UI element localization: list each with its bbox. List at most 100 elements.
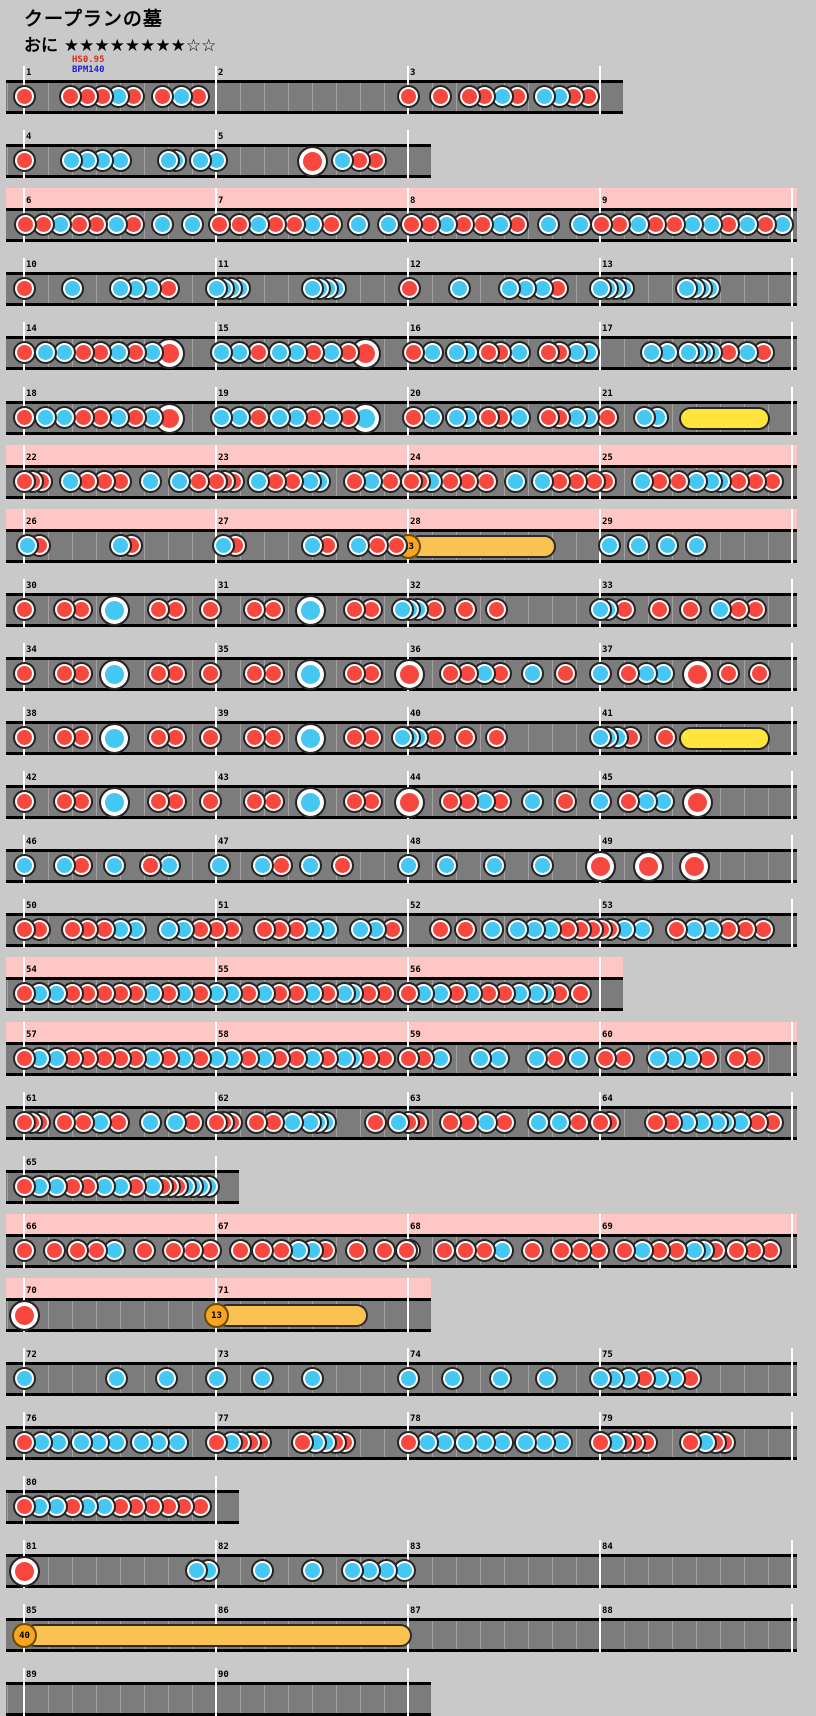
big-ka-note <box>99 723 130 754</box>
don-note <box>364 1111 387 1134</box>
measure-line <box>791 445 793 499</box>
measure-line <box>791 1092 793 1140</box>
don-note <box>13 790 36 813</box>
don-note <box>590 213 613 236</box>
ka-note <box>391 726 414 749</box>
measure-number: 6 <box>26 196 32 206</box>
ka-note <box>301 1559 324 1582</box>
measure-number: 32 <box>410 581 421 591</box>
ka-note <box>448 277 471 300</box>
ka-note <box>301 277 324 300</box>
don-note <box>485 726 508 749</box>
don-note <box>725 1239 748 1262</box>
gogo-time-band <box>6 188 797 208</box>
ka-note <box>631 470 654 493</box>
ka-note <box>210 406 233 429</box>
don-note <box>151 85 174 108</box>
don-note <box>13 982 36 1005</box>
ka-note <box>531 854 554 877</box>
big-ka-note <box>295 595 326 626</box>
don-note <box>343 598 366 621</box>
ka-note <box>61 277 84 300</box>
measure-number: 90 <box>218 1670 229 1680</box>
don-note <box>133 1239 156 1262</box>
measure-number: 71 <box>218 1286 229 1296</box>
ka-note <box>391 598 414 621</box>
measure-number: 84 <box>602 1542 613 1552</box>
don-note <box>537 341 560 364</box>
ka-note <box>349 918 372 941</box>
ka-note <box>441 1367 464 1390</box>
ka-note <box>151 213 174 236</box>
ka-note <box>387 1111 410 1134</box>
don-note <box>243 662 266 685</box>
don-note <box>454 918 477 941</box>
don-note <box>13 341 36 364</box>
measure-number: 10 <box>26 260 37 270</box>
measure-number: 88 <box>602 1606 613 1616</box>
measure-number: 42 <box>26 773 37 783</box>
ka-note <box>268 406 291 429</box>
don-note <box>162 1239 185 1262</box>
measure-line <box>407 1668 409 1716</box>
measure-line <box>791 387 793 435</box>
measure-number: 82 <box>218 1542 229 1552</box>
don-note <box>429 85 452 108</box>
don-note <box>147 662 170 685</box>
don-note <box>537 406 560 429</box>
ka-note <box>168 470 191 493</box>
measure-number: 73 <box>218 1350 229 1360</box>
measure-line <box>791 835 793 883</box>
ka-note <box>301 1367 324 1390</box>
measure-number: 23 <box>218 453 229 463</box>
ka-note <box>155 1367 178 1390</box>
ka-note <box>675 277 698 300</box>
measure-number: 61 <box>26 1094 37 1104</box>
ka-note <box>627 534 650 557</box>
measure-line <box>215 1476 217 1524</box>
measure-number: 74 <box>410 1350 421 1360</box>
big-ka-note <box>99 787 130 818</box>
measure-number: 44 <box>410 773 421 783</box>
ka-note <box>247 470 270 493</box>
measure-number: 8 <box>410 196 416 206</box>
measure-number: 89 <box>26 1670 37 1680</box>
measure-number: 2 <box>218 68 224 78</box>
measure-number: 14 <box>26 324 37 334</box>
ka-note <box>210 341 233 364</box>
don-note <box>594 1047 617 1070</box>
measure-number: 83 <box>410 1542 421 1552</box>
ka-note <box>70 1431 93 1454</box>
ka-note <box>589 726 612 749</box>
don-note <box>199 662 222 685</box>
ka-note <box>60 149 83 172</box>
don-note <box>748 662 771 685</box>
measure-number: 87 <box>410 1606 421 1616</box>
measure-number: 79 <box>602 1414 613 1424</box>
don-note <box>458 85 481 108</box>
don-note <box>717 662 740 685</box>
measure-number: 52 <box>410 901 421 911</box>
ka-note <box>181 213 204 236</box>
measure-number: 68 <box>410 1222 421 1232</box>
don-note <box>13 406 36 429</box>
don-note <box>243 726 266 749</box>
gogo-time-band <box>6 1022 797 1042</box>
don-note <box>679 1431 702 1454</box>
don-note <box>243 598 266 621</box>
don-note <box>397 1431 420 1454</box>
ka-note <box>251 1367 274 1390</box>
don-note <box>53 726 76 749</box>
don-note <box>66 1239 89 1262</box>
don-note <box>245 1111 268 1134</box>
big-don-note <box>9 1556 40 1587</box>
measure-number: 46 <box>26 837 37 847</box>
measure-number: 62 <box>218 1094 229 1104</box>
measure-line <box>791 509 793 563</box>
measure-line <box>599 957 601 1011</box>
don-note <box>13 277 36 300</box>
don-note <box>439 662 462 685</box>
measure-line <box>407 130 409 178</box>
ka-note <box>205 1367 228 1390</box>
measure-line <box>791 322 793 370</box>
